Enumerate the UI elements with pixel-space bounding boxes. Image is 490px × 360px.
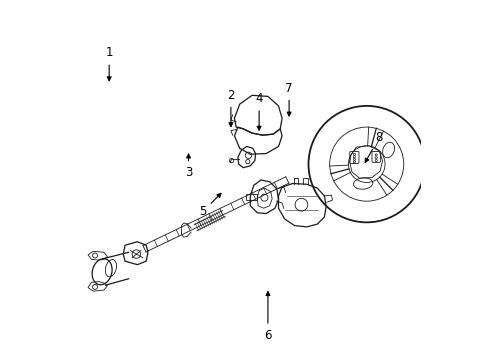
Text: 8: 8: [365, 131, 383, 162]
Text: 1: 1: [105, 46, 113, 81]
Text: 7: 7: [285, 82, 293, 116]
Text: 5: 5: [199, 193, 221, 218]
Text: 6: 6: [264, 292, 271, 342]
Text: 3: 3: [185, 154, 192, 179]
Text: 2: 2: [227, 89, 235, 127]
Text: 4: 4: [255, 93, 263, 130]
